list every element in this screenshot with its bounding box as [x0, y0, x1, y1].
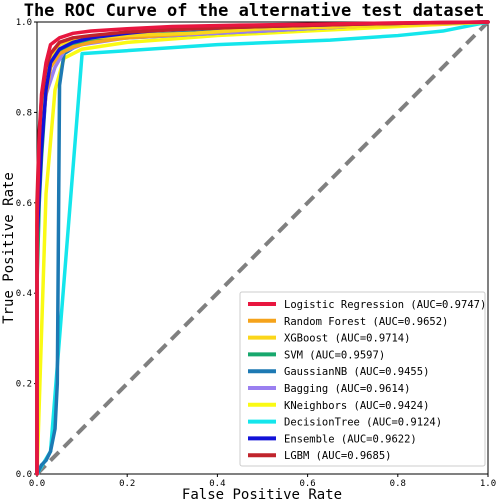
- x-tick-label: 0.2: [119, 479, 135, 489]
- y-tick-label: 1.0: [16, 18, 32, 28]
- legend: Logistic Regression (AUC=0.9747) Random F…: [239, 291, 486, 467]
- y-tick-label: 0.6: [16, 199, 32, 209]
- chart-title: The ROC Curve of the alternative test da…: [24, 1, 485, 21]
- y-tick-label: 0.4: [16, 289, 32, 299]
- x-axis-label: False Positive Rate: [182, 487, 342, 503]
- legend-entry: Logistic Regression (AUC=0.9747): [284, 299, 486, 311]
- legend-entry: GaussianNB (AUC=0.9455): [284, 366, 429, 378]
- y-tick-label: 0.8: [16, 108, 32, 118]
- x-tick-label: 1.0: [480, 479, 496, 489]
- diagonal-reference-line: [35, 20, 490, 476]
- legend-entry: KNeighbors (AUC=0.9424): [284, 400, 429, 412]
- series-line-6: [35, 20, 490, 476]
- legend-entry: SVM (AUC=0.9597): [284, 349, 385, 361]
- series-line-0: [35, 20, 490, 476]
- y-axis-label: True Positive Rate: [1, 172, 17, 324]
- legend-box: [239, 291, 486, 467]
- legend-entry: Random Forest (AUC=0.9652): [284, 316, 448, 328]
- legend-entry: Bagging (AUC=0.9614): [284, 383, 410, 395]
- x-tick-label: 0.0: [29, 479, 45, 489]
- x-tick-label: 0.8: [390, 479, 406, 489]
- legend-entry: XGBoost (AUC=0.9714): [284, 333, 410, 345]
- x-tick-label: 0.6: [299, 479, 315, 489]
- y-tick-label: 0.0: [16, 470, 32, 480]
- legend-entry: DecisionTree (AUC=0.9124): [284, 417, 442, 429]
- legend-entry: LGBM (AUC=0.9685): [284, 450, 391, 462]
- y-tick-label: 0.2: [16, 380, 32, 390]
- plot-area: 0.0 0.2 0.4 0.6 0.8 1.0 0.0 0.2 0.4 0.6 0.8 1.0: [16, 18, 496, 489]
- legend-entry: Ensemble (AUC=0.9622): [284, 433, 417, 445]
- x-tick-label: 0.4: [209, 479, 225, 489]
